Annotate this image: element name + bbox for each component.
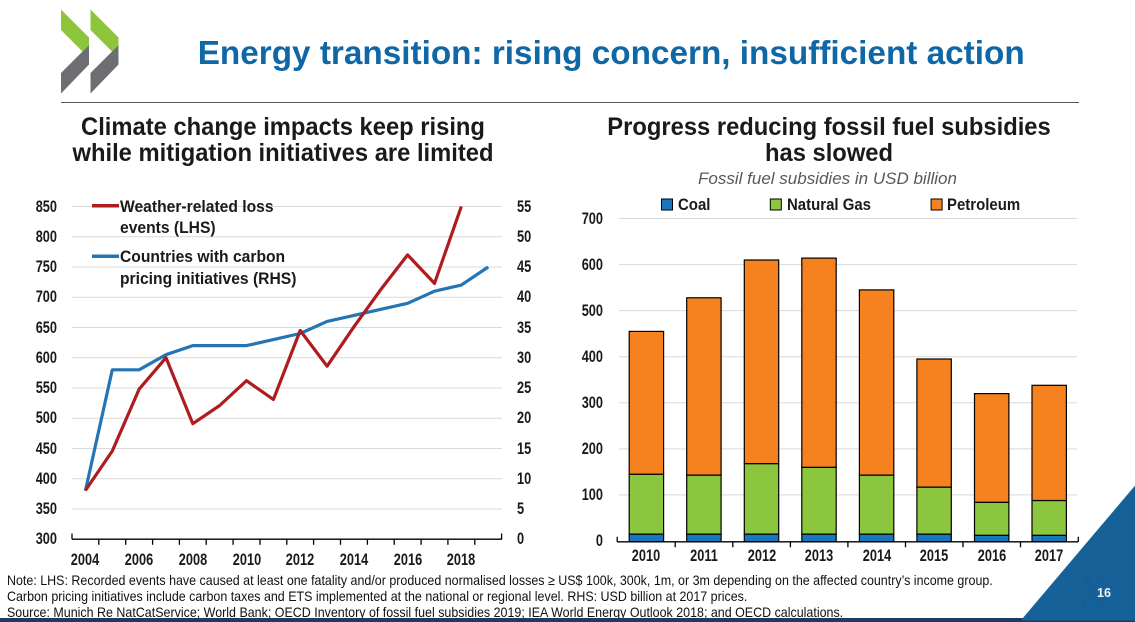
svg-text:16: 16 [1097, 586, 1111, 600]
